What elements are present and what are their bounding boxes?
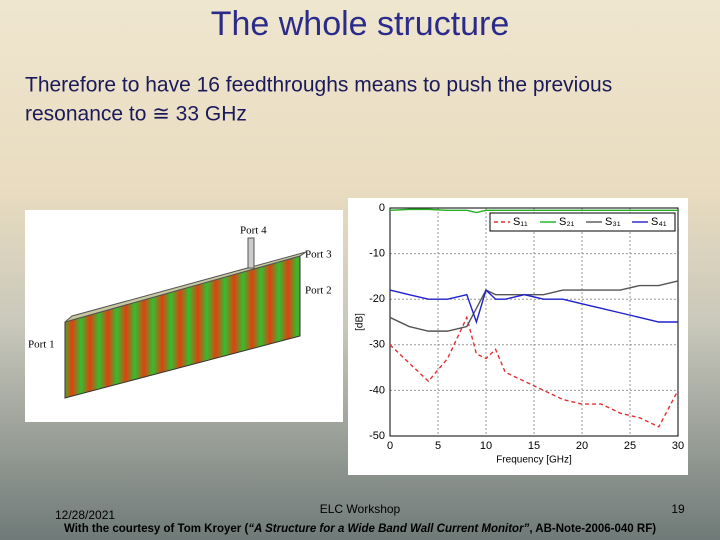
legend-label: S₁₁ [513,216,528,228]
x-tick-label: 25 [624,440,636,452]
series-line [389,288,678,325]
port-label: Port 2 [305,285,332,297]
x-tick-label: 0 [387,440,393,452]
y-tick-label: -30 [369,339,385,351]
port-label: Port 3 [305,249,332,261]
credit-title: “A Structure for a Wide Band Wall Curren… [248,523,529,535]
footer-credit: With the courtesy of Tom Kroyer (“A Stru… [64,523,656,535]
y-tick-label: -50 [369,430,385,442]
port-pin [247,237,255,269]
legend-label: S₂₁ [559,216,575,228]
structure-top [64,251,307,323]
x-tick-label: 20 [576,440,588,452]
series-line [389,315,679,428]
footer-event: ELC Workshop [320,502,401,516]
body-line: resonance to ≅ 33 GHz [25,103,247,126]
structure-figure: Port 4 Port 3 Port 2 Port 1 [25,210,343,422]
slide-title: The whole structure [211,5,510,43]
x-tick-label: 30 [672,440,684,452]
y-tick-label: -40 [369,384,385,396]
body-line: Therefore to have 16 feedthroughs means … [25,74,612,97]
port-label: Port 4 [240,225,267,237]
series-line [389,280,679,332]
credit-text: With the courtesy of Tom Kroyer ( [64,523,249,535]
port-label: Port 1 [28,339,55,351]
series-line [389,208,678,214]
y-axis-title: [dB] [355,313,366,331]
legend-box [489,212,676,232]
x-tick-label: 5 [435,440,441,452]
legend-label: S₄₁ [651,216,667,228]
credit-text: , AB-Note-2006-040 RF) [529,523,656,535]
x-axis-title: Frequency [GHz] [496,455,572,466]
y-tick-label: 0 [379,202,385,214]
y-tick-label: -10 [369,248,385,260]
legend-label: S₃₁ [605,216,621,228]
y-tick-label: -20 [369,293,385,305]
x-tick-label: 15 [528,440,540,452]
chart-bg [348,198,688,475]
x-tick-label: 10 [480,440,492,452]
footer-date: 12/28/2021 [55,508,115,522]
footer-page: 19 [671,502,685,516]
